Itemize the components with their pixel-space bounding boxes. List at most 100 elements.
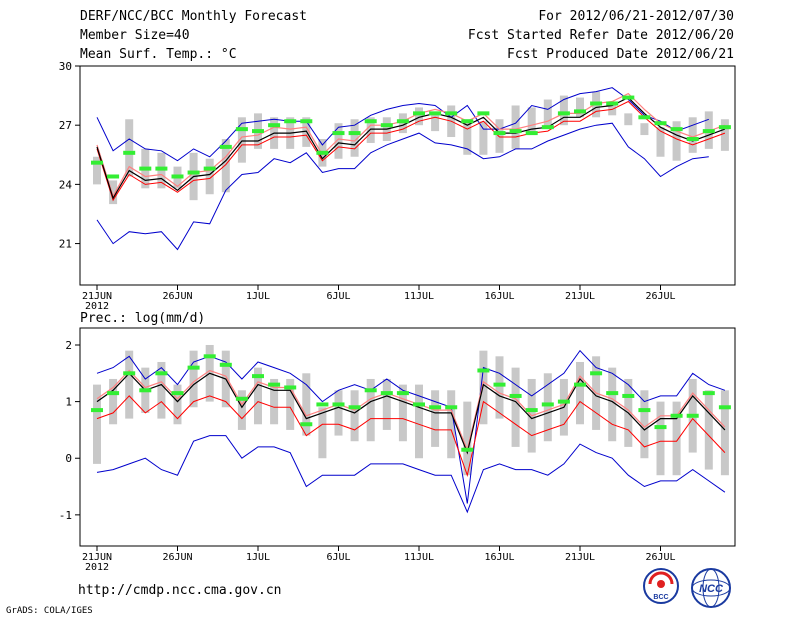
mean-marker bbox=[155, 166, 168, 171]
x-tick-label: 11JUL bbox=[404, 291, 434, 302]
mean-marker bbox=[718, 125, 731, 130]
mean-marker bbox=[445, 111, 458, 116]
mean-marker bbox=[332, 131, 345, 136]
x-tick-label: 6JUL bbox=[326, 291, 350, 302]
ensemble_mean-line bbox=[96, 372, 726, 455]
member-size: Member Size=40 bbox=[80, 28, 190, 43]
mean-marker bbox=[606, 101, 619, 106]
spread-box bbox=[511, 367, 520, 447]
spread-box bbox=[366, 117, 375, 143]
spread-box bbox=[543, 99, 552, 128]
min-line bbox=[96, 435, 726, 514]
x-tick-label: 26JUN bbox=[162, 552, 192, 563]
mean-marker bbox=[557, 399, 570, 404]
plot-frame bbox=[79, 65, 736, 286]
mean-marker bbox=[380, 123, 393, 128]
x-tick-label: 21JUN bbox=[82, 552, 112, 563]
spread-box bbox=[576, 97, 584, 118]
spread-box bbox=[350, 119, 359, 157]
spread-box bbox=[527, 107, 536, 136]
mean-marker bbox=[509, 393, 522, 398]
mean-marker bbox=[123, 371, 136, 376]
spread-box bbox=[656, 127, 665, 157]
spread-box bbox=[431, 390, 440, 447]
mean-marker bbox=[718, 405, 731, 410]
mean-marker bbox=[445, 405, 458, 410]
variable-label: Mean Surf. Temp.: °C bbox=[80, 47, 237, 62]
mean-marker bbox=[461, 119, 474, 124]
mean-marker bbox=[284, 119, 297, 124]
mean-marker bbox=[348, 131, 361, 136]
spread-box bbox=[720, 390, 729, 476]
spread-box bbox=[624, 113, 633, 126]
mean-marker bbox=[284, 385, 297, 390]
spread-box bbox=[125, 119, 134, 177]
source-url[interactable]: http://cmdp.ncc.cma.gov.cn bbox=[78, 583, 282, 598]
x-tick-label: 16JUL bbox=[484, 291, 514, 302]
mean-marker bbox=[171, 391, 184, 396]
chart-title: DERF/NCC/BCC Monthly Forecast bbox=[80, 9, 307, 24]
mean-marker bbox=[429, 405, 442, 410]
mean-marker bbox=[123, 150, 136, 155]
mean-marker bbox=[413, 402, 425, 407]
mean-marker bbox=[364, 119, 377, 124]
mean-marker bbox=[429, 111, 442, 116]
plot-frame bbox=[79, 327, 736, 547]
spread-box bbox=[479, 350, 488, 425]
spread-box bbox=[511, 105, 520, 149]
spread-box bbox=[495, 119, 504, 153]
y-tick-label: 30 bbox=[59, 60, 72, 73]
bcc-logo: BCC bbox=[643, 568, 679, 604]
y-tick-label: 0 bbox=[65, 452, 72, 465]
mean-marker bbox=[155, 371, 168, 376]
x-tick-label: 26JUL bbox=[645, 552, 675, 563]
spread-box bbox=[608, 367, 617, 442]
spread-box bbox=[672, 401, 681, 476]
spread-box bbox=[608, 105, 617, 116]
x-tick-label: 1JUL bbox=[246, 291, 270, 302]
mean-marker bbox=[171, 174, 184, 179]
spread-box bbox=[157, 361, 166, 419]
spread-box bbox=[463, 119, 472, 155]
mean-marker bbox=[590, 101, 603, 106]
spread-box bbox=[415, 384, 423, 459]
spread-box bbox=[543, 373, 552, 442]
spread-box bbox=[93, 384, 101, 464]
mean-marker bbox=[702, 391, 715, 396]
mean-marker bbox=[107, 391, 120, 396]
spread-box bbox=[93, 156, 101, 185]
mean-marker bbox=[300, 422, 313, 427]
mean-marker bbox=[91, 160, 103, 165]
spread-box bbox=[286, 378, 295, 430]
spread-box bbox=[720, 119, 729, 151]
mean-marker bbox=[219, 362, 232, 367]
mean-marker bbox=[413, 111, 425, 116]
spread-box bbox=[302, 373, 311, 436]
mean-marker bbox=[139, 166, 152, 171]
mean-marker bbox=[638, 408, 651, 413]
spread-box bbox=[221, 139, 230, 193]
mean-marker bbox=[557, 111, 570, 116]
mean-marker bbox=[268, 382, 281, 387]
mean-marker bbox=[654, 425, 667, 430]
spread-box bbox=[173, 384, 182, 425]
mean-marker bbox=[525, 131, 538, 136]
spread-box bbox=[254, 367, 262, 425]
spread-box bbox=[318, 407, 327, 459]
mean-marker bbox=[235, 127, 248, 132]
mean-marker bbox=[316, 150, 329, 155]
refer-date: Fcst Started Refer Date 2012/06/20 bbox=[467, 28, 734, 43]
mean-marker bbox=[252, 374, 264, 379]
x-tick-label: 1JUL bbox=[246, 552, 270, 563]
spread-box bbox=[415, 107, 423, 126]
mean-marker bbox=[525, 408, 538, 413]
mean-marker bbox=[380, 391, 393, 396]
spread-box bbox=[640, 390, 649, 459]
mean-marker bbox=[348, 405, 361, 410]
x-tick-label: 11JUL bbox=[404, 552, 434, 563]
mean-marker bbox=[686, 137, 699, 141]
spread-box bbox=[270, 378, 279, 425]
year-label: 2012 bbox=[85, 301, 109, 312]
mean-marker bbox=[332, 402, 345, 407]
